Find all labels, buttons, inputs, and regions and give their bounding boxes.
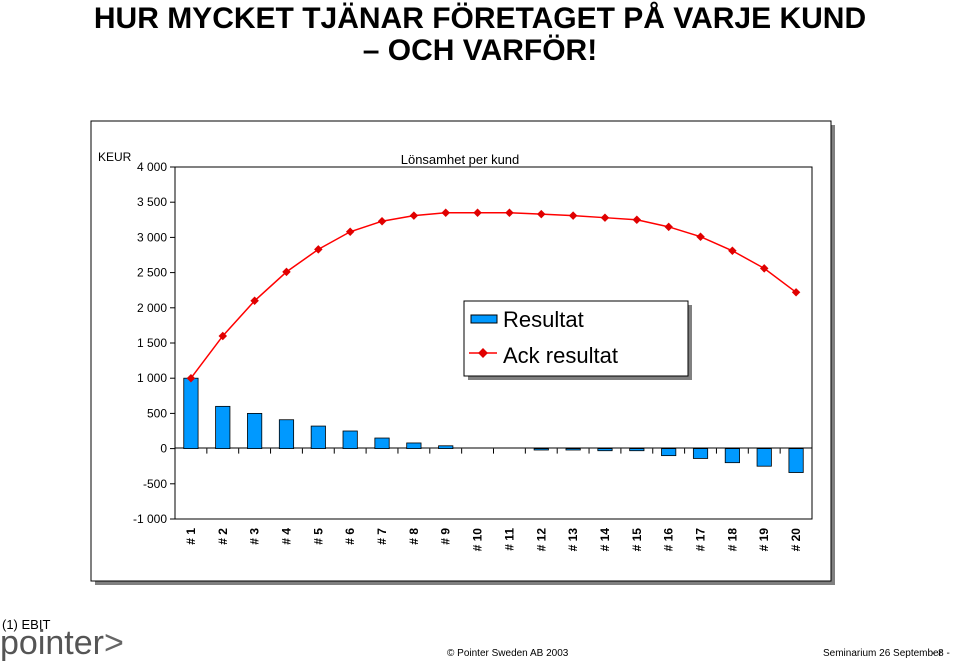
x-axis-labels: # 1 # 2 # 3 # 4 # 5 # 6 # 7 # 8 # 9 # 10 # 11 # 12 #…	[184, 528, 803, 552]
logo-text: pointer	[0, 624, 104, 662]
x-tick-label: # 16	[662, 528, 676, 552]
bar	[215, 405, 231, 449]
page-number: - 8 -	[932, 648, 950, 659]
legend: Resultat Ack resultat	[463, 300, 692, 380]
legend-label-ack-resultat: Ack resultat	[503, 343, 618, 368]
x-tick-label: # 19	[757, 528, 771, 552]
x-tick-label: # 3	[248, 528, 262, 545]
x-tick-label: # 8	[407, 528, 421, 545]
legend-marker-ack-resultat	[478, 348, 488, 358]
y-axis-label: KEUR	[98, 150, 132, 164]
y-tick-label: 3 000	[137, 230, 167, 244]
seminar-text: Seminarium 26 September	[823, 648, 942, 659]
x-tick-label: # 17	[694, 528, 708, 552]
bar	[438, 445, 454, 449]
bar	[724, 448, 740, 464]
x-tick-label: # 1	[184, 528, 198, 545]
line-point	[409, 211, 419, 220]
footnote: (1) EBIT	[2, 617, 51, 632]
x-tick-label: # 6	[343, 528, 357, 545]
bar-series-resultat	[183, 377, 804, 473]
line-point	[345, 227, 355, 237]
chart-title: Lönsamhet per kund	[401, 152, 520, 167]
line-point	[377, 216, 387, 226]
legend-label-resultat: Resultat	[503, 307, 584, 332]
bar	[374, 437, 390, 450]
x-tick-label: # 10	[471, 528, 485, 552]
line-series-ack-resultat	[190, 212, 797, 379]
line-point	[218, 331, 228, 341]
bar	[629, 448, 645, 452]
y-tick-label: 2 500	[137, 266, 167, 280]
x-tick-label: # 9	[439, 528, 453, 545]
bar	[756, 448, 772, 467]
copyright-text: © Pointer Sweden AB 2003	[447, 648, 569, 659]
bar	[310, 425, 326, 449]
x-tick-label: # 2	[216, 528, 230, 545]
y-tick-label: 500	[147, 406, 167, 420]
pointer-logo: pointer>	[0, 624, 124, 663]
page-title-line-2: – OCH VARFÖR!	[362, 34, 598, 67]
bar	[183, 377, 199, 450]
x-tick-label: # 12	[534, 528, 548, 552]
bar	[342, 430, 358, 450]
y-tick-label: 0	[160, 442, 167, 456]
line-point	[759, 264, 769, 273]
bar	[788, 448, 804, 473]
line-point	[791, 288, 801, 297]
page-title-line-1: HUR MYCKET TJÄNAR FÖRETAGET PÅ VARJE KUN…	[93, 2, 867, 35]
bar	[406, 442, 422, 449]
bar	[533, 448, 549, 451]
line-point	[186, 373, 196, 383]
x-tick-label: # 5	[311, 528, 325, 545]
y-tick-label: -500	[143, 477, 167, 491]
bar	[247, 412, 263, 449]
bar	[661, 448, 677, 457]
line-point	[250, 296, 259, 306]
legend-swatch-resultat	[470, 314, 498, 324]
y-tick-label: 1 500	[137, 336, 167, 350]
line-point	[282, 267, 291, 277]
bar	[565, 448, 581, 451]
line-point	[505, 208, 514, 218]
x-tick-label: # 20	[789, 528, 803, 552]
x-axis-ticks	[174, 448, 813, 454]
bar	[597, 448, 613, 452]
x-tick-label: # 15	[630, 528, 644, 552]
line-point	[441, 208, 450, 218]
x-tick-label: # 14	[598, 528, 612, 552]
line-point	[314, 245, 323, 254]
y-tick-label: 3 500	[137, 195, 167, 209]
x-tick-label: # 18	[725, 528, 739, 552]
y-tick-label: 2 000	[137, 301, 167, 315]
x-tick-label: # 11	[502, 528, 516, 551]
y-axis: -1 000 -500 0 500 1 000 1 500 2 000 2 500 3 000 3…	[133, 160, 175, 526]
bar	[692, 448, 709, 459]
x-tick-label: # 13	[566, 528, 580, 552]
y-tick-label: 4 000	[137, 160, 167, 174]
y-tick-label: -1 000	[133, 512, 167, 526]
logo-arrow-icon: >	[103, 624, 124, 662]
bar	[278, 419, 295, 449]
x-tick-label: # 7	[375, 528, 389, 545]
x-tick-label: # 4	[279, 528, 293, 545]
line-point	[473, 208, 482, 218]
y-tick-label: 1 000	[137, 371, 167, 385]
